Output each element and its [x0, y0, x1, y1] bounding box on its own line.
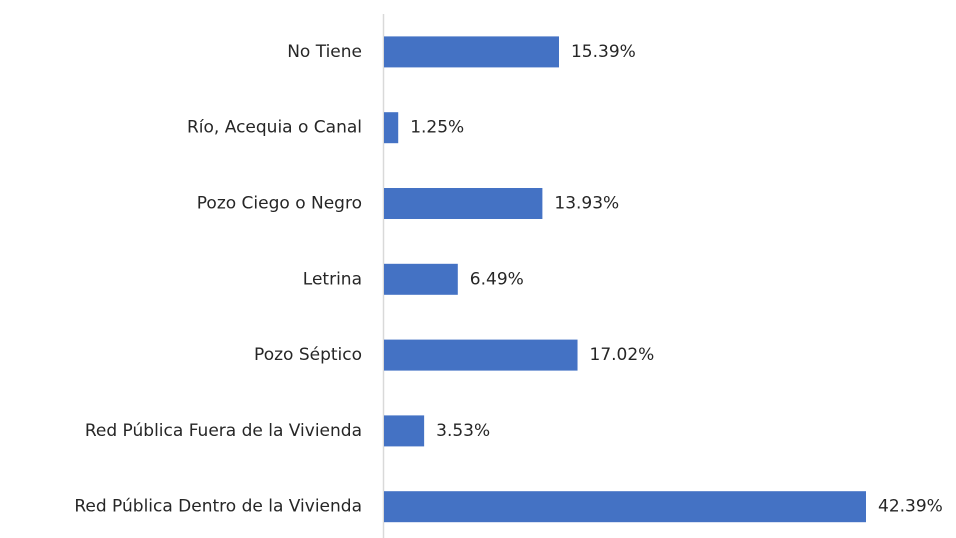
value-label: 1.25%	[410, 118, 464, 138]
category-label: Letrina	[303, 269, 362, 289]
value-label: 15.39%	[571, 42, 636, 62]
value-label: 17.02%	[590, 345, 655, 365]
category-label: Red Pública Dentro de la Vivienda	[74, 497, 362, 517]
bar	[384, 36, 559, 68]
value-label: 6.49%	[470, 269, 524, 289]
bar	[384, 339, 578, 371]
category-label: Pozo Séptico	[254, 345, 362, 365]
category-label: Pozo Ciego o Negro	[197, 194, 362, 214]
bar	[384, 112, 399, 144]
category-label: Red Pública Fuera de la Vivienda	[85, 421, 362, 441]
bar	[384, 491, 866, 523]
bar	[384, 415, 425, 447]
value-label: 13.93%	[554, 194, 619, 214]
bar	[384, 188, 543, 219]
value-label: 42.39%	[878, 497, 943, 517]
value-label: 3.53%	[436, 421, 490, 441]
bar	[384, 263, 458, 295]
category-label: No Tiene	[287, 42, 362, 62]
category-label: Río, Acequia o Canal	[187, 118, 362, 138]
